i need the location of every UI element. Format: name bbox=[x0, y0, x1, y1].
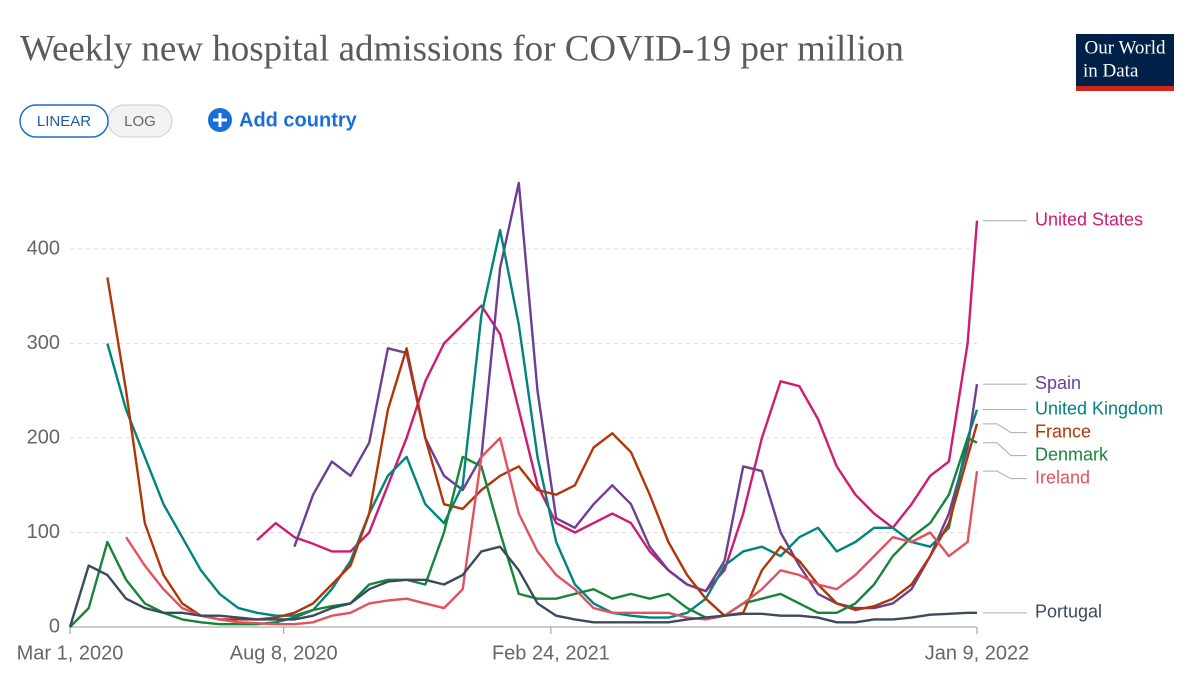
add-country-label[interactable]: Add country bbox=[239, 109, 358, 131]
series-line bbox=[106, 277, 979, 621]
logo-text: in Data bbox=[1083, 60, 1139, 81]
legend-leader bbox=[983, 423, 1027, 434]
legend-label: Ireland bbox=[1035, 467, 1090, 487]
legend-label: Spain bbox=[1035, 373, 1081, 393]
x-tick-label: Feb 24, 2021 bbox=[492, 642, 610, 664]
legend-label: Portugal bbox=[1035, 602, 1102, 622]
legend-leader bbox=[983, 470, 1027, 480]
y-tick-label: 300 bbox=[27, 332, 60, 354]
add-country[interactable]: Add country bbox=[208, 108, 358, 132]
series-line bbox=[68, 545, 977, 628]
series-line bbox=[256, 220, 979, 593]
y-tick-label: 0 bbox=[49, 615, 60, 637]
log-label[interactable]: LOG bbox=[124, 113, 156, 130]
legend-label: France bbox=[1035, 421, 1091, 441]
logo-box bbox=[1076, 34, 1174, 86]
y-tick-label: 200 bbox=[27, 426, 60, 448]
scale-toggle: LINEAR LOG bbox=[19, 104, 173, 138]
x-tick-label: Jan 9, 2022 bbox=[925, 642, 1030, 664]
x-tick-label: Mar 1, 2020 bbox=[17, 642, 124, 664]
logo: Our World in Data bbox=[1076, 34, 1174, 91]
y-tick-label: 400 bbox=[27, 237, 60, 259]
legend-label: Denmark bbox=[1035, 444, 1109, 464]
logo-bar bbox=[1076, 86, 1174, 91]
linear-button[interactable] bbox=[19, 104, 109, 138]
chart-title: Weekly new hospital admissions for COVID… bbox=[20, 28, 904, 69]
plus-sign[interactable] bbox=[213, 113, 227, 127]
legend-leader bbox=[983, 442, 1027, 457]
legend-label: United Kingdom bbox=[1035, 398, 1163, 418]
series-line bbox=[125, 436, 979, 626]
series-line bbox=[69, 436, 978, 628]
logo-text: Our World bbox=[1085, 37, 1166, 58]
linear-label[interactable]: LINEAR bbox=[37, 113, 91, 130]
legend-label: United States bbox=[1035, 209, 1143, 229]
y-tick-label: 100 bbox=[27, 521, 60, 543]
series-line bbox=[293, 181, 979, 610]
series-line bbox=[106, 228, 979, 619]
x-tick-label: Aug 8, 2020 bbox=[230, 642, 338, 664]
